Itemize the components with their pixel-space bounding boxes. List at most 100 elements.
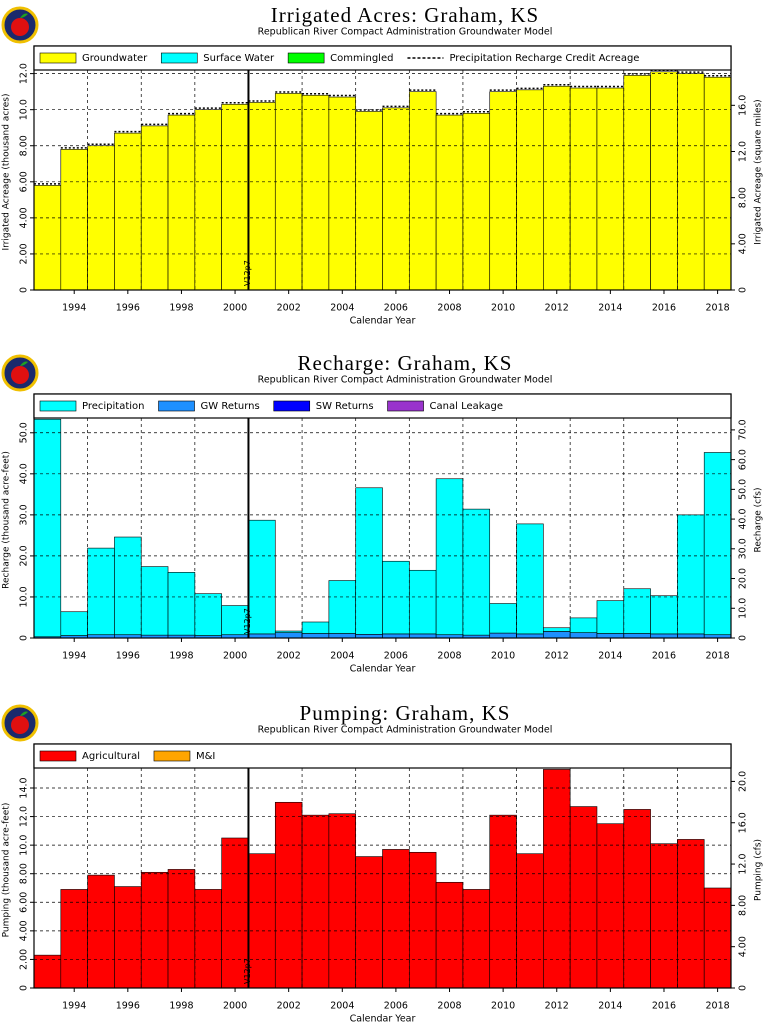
- legend-label: Surface Water: [203, 53, 275, 64]
- x-tick-label: 2008: [437, 651, 461, 662]
- bar-segment: [409, 851, 437, 989]
- y-tick-label: 30.0: [19, 504, 30, 525]
- y-tick-label: 40.0: [19, 463, 30, 484]
- bar-segment: [167, 572, 196, 636]
- bar-segment: [194, 593, 222, 636]
- bar-segment: [703, 887, 732, 989]
- x-tick-label: 2000: [223, 651, 247, 662]
- bar-segment: [516, 89, 544, 291]
- bar-segment: [382, 633, 410, 639]
- y-tick-label: 2.00: [19, 243, 30, 264]
- x-tick-label: 2002: [277, 1001, 301, 1012]
- bar-segment: [543, 769, 571, 989]
- bar-segment: [489, 632, 517, 639]
- bar-segment: [516, 633, 544, 639]
- y2-tick-label: 20.0: [738, 771, 749, 792]
- version-label: V12p7: [243, 608, 252, 634]
- y-axis-label: Irrigated Acreage (thousand acres): [2, 93, 12, 250]
- y2-tick-label: 12.0: [738, 853, 749, 874]
- legend-label: M&I: [196, 751, 215, 762]
- bar-segment: [301, 633, 330, 639]
- x-axis-label: Calendar Year: [350, 1014, 416, 1024]
- y-tick-label: 8.00: [19, 135, 30, 156]
- x-tick-label: 2004: [330, 1001, 354, 1012]
- bar-segment: [462, 889, 491, 989]
- legend-label: Precipitation: [82, 401, 145, 412]
- bar-segment: [140, 871, 169, 989]
- bar-segment: [194, 109, 222, 291]
- bar-segment: [569, 617, 598, 633]
- bar-segment: [703, 76, 732, 291]
- legend-swatch: [273, 400, 311, 412]
- bar-segment: [435, 114, 464, 291]
- y2-tick-label: 50.0: [738, 479, 749, 500]
- y2-tick-label: 60.0: [738, 449, 749, 470]
- bar-segment: [650, 595, 678, 635]
- bar-segment: [435, 478, 464, 636]
- bar-segment: [596, 600, 625, 634]
- y-tick-label: 0: [19, 635, 30, 641]
- x-tick-label: 2010: [491, 651, 515, 662]
- x-tick-label: 2014: [598, 303, 622, 314]
- x-tick-label: 2016: [652, 1001, 676, 1012]
- x-tick-label: 2016: [652, 303, 676, 314]
- legend-label: Groundwater: [82, 53, 148, 64]
- bar-segment: [194, 889, 222, 989]
- y2-tick-label: 20.0: [738, 568, 749, 589]
- y2-tick-label: 4.00: [738, 233, 749, 254]
- chart-title: Pumping: Graham, KS: [300, 701, 511, 725]
- bar-segment: [87, 547, 115, 636]
- y-tick-label: 10.0: [19, 835, 30, 856]
- x-tick-label: 2018: [706, 651, 730, 662]
- y-axis-label: Recharge (thousand acre-feet): [2, 451, 12, 589]
- y2-tick-label: 8.00: [738, 895, 749, 916]
- bar-segment: [60, 889, 88, 989]
- legend-swatch: [160, 52, 198, 64]
- bar-segment: [221, 837, 249, 989]
- legend-swatch: [39, 750, 77, 762]
- legend-swatch: [158, 400, 195, 412]
- bar-segment: [274, 93, 303, 291]
- y-tick-label: 14.0: [19, 777, 30, 798]
- bar-segment: [60, 611, 88, 636]
- y-tick-label: 10.0: [19, 99, 30, 120]
- bar-segment: [274, 801, 303, 989]
- y2-tick-label: 12.0: [738, 141, 749, 162]
- y-axis-label: Pumping (thousand acre-feet): [2, 803, 12, 938]
- bar-segment: [516, 523, 544, 635]
- bar-segment: [596, 823, 625, 989]
- bar-segment: [328, 96, 356, 291]
- chart-title: Irrigated Acres: Graham, KS: [271, 3, 539, 27]
- x-tick-label: 2002: [277, 651, 301, 662]
- y-tick-label: 50.0: [19, 422, 30, 443]
- y2-tick-label: 16.0: [738, 95, 749, 116]
- x-tick-label: 1994: [62, 1001, 86, 1012]
- x-tick-label: 2008: [437, 1001, 461, 1012]
- bar-segment: [489, 91, 517, 291]
- bar-segment: [650, 843, 678, 989]
- x-tick-label: 2014: [598, 651, 622, 662]
- bar-segment: [87, 874, 115, 989]
- x-tick-label: 1998: [169, 1001, 193, 1012]
- bar-segment: [248, 102, 276, 291]
- logo-apple: [11, 366, 29, 384]
- legend-swatch: [39, 52, 77, 64]
- chart-subtitle: Republican River Compact Administration …: [258, 375, 553, 386]
- x-axis-label: Calendar Year: [350, 316, 416, 327]
- y2-tick-label: 8.00: [738, 187, 749, 208]
- bar-segment: [167, 869, 196, 989]
- x-tick-label: 1996: [116, 651, 140, 662]
- y-tick-label: 6.00: [19, 892, 30, 913]
- x-tick-label: 2012: [545, 303, 569, 314]
- x-tick-label: 1994: [62, 303, 86, 314]
- bar-segment: [33, 418, 62, 638]
- bar-segment: [301, 94, 330, 291]
- bar-segment: [33, 954, 62, 989]
- bar-segment: [543, 631, 571, 639]
- y-tick-label: 12.0: [19, 63, 30, 84]
- x-tick-label: 2016: [652, 651, 676, 662]
- chart-subtitle: Republican River Compact Administration …: [258, 27, 553, 38]
- legend-swatch: [387, 400, 424, 412]
- y-tick-label: 8.00: [19, 863, 30, 884]
